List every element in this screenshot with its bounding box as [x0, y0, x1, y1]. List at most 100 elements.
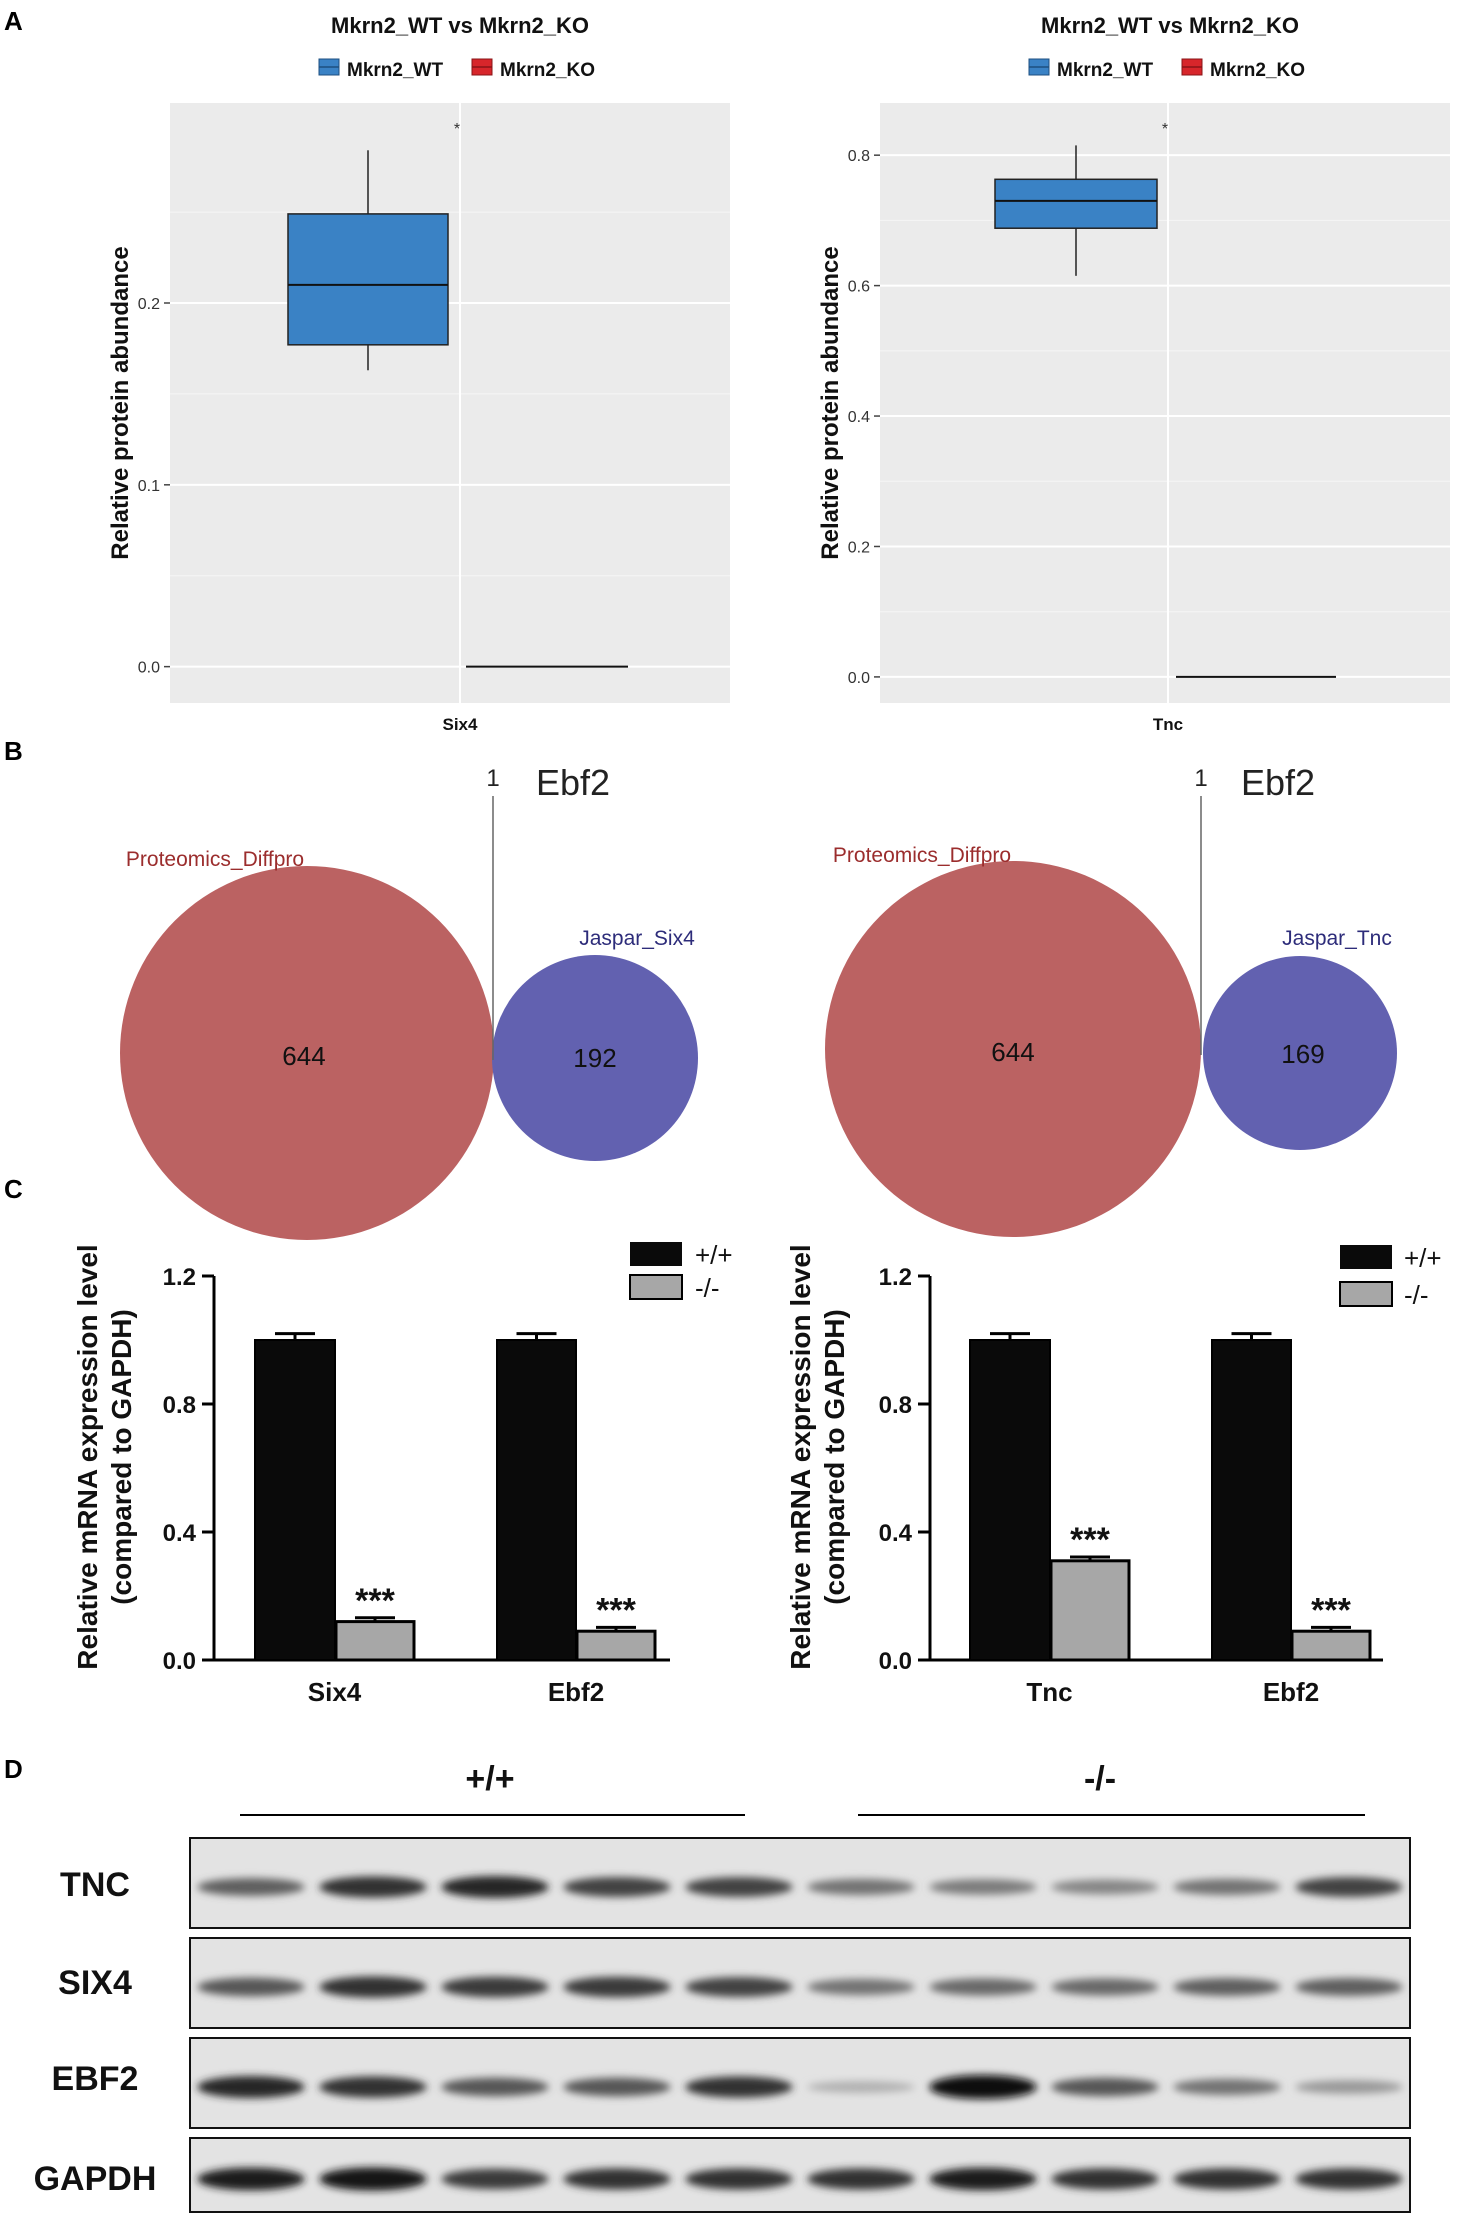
blot-band [197, 1977, 305, 1997]
y-axis-title-line2: (compared to GAPDH) [819, 1309, 850, 1605]
blot-band [1173, 1978, 1281, 1996]
blot-band [1051, 2168, 1159, 2190]
blot-band [1173, 2168, 1281, 2190]
blot-band [685, 2168, 793, 2190]
bar-wt [254, 1339, 336, 1661]
blot-band [1173, 2078, 1281, 2096]
legend-swatch-ko [1339, 1281, 1393, 1307]
y-tick-label: 0.8 [848, 148, 870, 165]
legend-label-ko: -/- [695, 1273, 720, 1303]
y-axis-title-line2: (compared to GAPDH) [106, 1309, 137, 1605]
significance-marker: * [1162, 121, 1168, 138]
blot-row-label: SIX4 [58, 1964, 132, 2002]
plot-background [170, 103, 730, 703]
venn-title: Ebf2 [1241, 762, 1315, 803]
bar-ko [334, 1620, 416, 1662]
blot-row-label: GAPDH [34, 2160, 157, 2198]
legend-label-ko: Mkrn2_KO [500, 60, 595, 81]
blot-band [197, 1878, 305, 1896]
significance-stars: *** [355, 1582, 395, 1620]
blot-band [563, 2077, 671, 2097]
venn-title: Ebf2 [536, 762, 610, 803]
blot-band [929, 2167, 1037, 2191]
blot-band [441, 1976, 549, 1998]
legend-label-wt: +/+ [1404, 1243, 1442, 1273]
blot-band [1295, 1978, 1403, 1996]
blot-band [563, 1877, 671, 1897]
y-tick-label: 0.0 [163, 1648, 196, 1675]
blot-row-tnc: TNC [60, 1837, 1411, 1929]
boxplot-tnc: Mkrn2_WT vs Mkrn2_KO Mkrn2_WT Mkrn2_KO 0… [817, 13, 1450, 734]
blot-band [807, 2081, 915, 2093]
y-tick-label: 0.0 [879, 1648, 912, 1675]
y-tick-label: 0.6 [848, 279, 870, 296]
x-category-label: Ebf2 [1263, 1677, 1319, 1707]
box-wt [287, 150, 449, 371]
panel-letter-b: B [4, 736, 23, 766]
venn-label-jaspar: Jaspar_Tnc [1282, 927, 1392, 950]
panel-letter-c: C [4, 1174, 23, 1204]
blot-band [1295, 1877, 1403, 1897]
legend-swatch-ko [629, 1274, 683, 1300]
blot-band [197, 2076, 305, 2098]
bar-ko [575, 1629, 657, 1662]
legend-swatch-wt [630, 1242, 682, 1266]
blot-band [319, 1976, 427, 1998]
venn-count-jaspar: 192 [573, 1043, 616, 1073]
blot-band [1051, 2077, 1159, 2097]
intersection-count: 1 [1194, 765, 1207, 792]
legend-label-wt: Mkrn2_WT [347, 60, 443, 81]
blot-band [807, 1978, 915, 1996]
blot-band [563, 1976, 671, 1998]
blot-band [807, 1878, 915, 1896]
venn-count-jaspar: 169 [1281, 1039, 1324, 1069]
blot-band [1051, 1978, 1159, 1996]
boxplot-six4: Mkrn2_WT vs Mkrn2_KO Mkrn2_WT Mkrn2_KO 0… [107, 13, 730, 734]
panel-letter-d: D [4, 1754, 23, 1784]
blot-band [441, 2168, 549, 2190]
venn-circle-proteomics [120, 866, 494, 1240]
venn-circle-proteomics [825, 861, 1201, 1237]
group-label-ko: -/- [1084, 1760, 1116, 1798]
x-category-label: Six4 [308, 1677, 362, 1707]
bar-wt [496, 1339, 577, 1661]
legend-label-ko: Mkrn2_KO [1210, 60, 1305, 81]
venn-label-proteomics: Proteomics_Diffpro [126, 848, 304, 871]
box-body [287, 213, 449, 346]
blot-band [197, 2167, 305, 2191]
y-tick-label: 1.2 [879, 1264, 912, 1291]
y-tick-label: 0.0 [138, 660, 160, 677]
venn-circle-jaspar [1203, 956, 1397, 1150]
western-blot: +/+ -/- TNC SIX4 EBF2 GAPDH [34, 1760, 1411, 2213]
significance-stars: *** [1311, 1591, 1351, 1629]
box-body [994, 178, 1158, 229]
y-tick-label: 0.4 [848, 409, 870, 426]
significance-stars: *** [596, 1591, 636, 1629]
venn-label-jaspar: Jaspar_Six4 [579, 927, 695, 950]
blot-row-label: TNC [60, 1866, 130, 1904]
blot-band [319, 2167, 427, 2191]
blot-band [1051, 1879, 1159, 1895]
y-tick-label: 0.2 [138, 296, 160, 313]
y-axis-title-line1: Relative mRNA expression level [785, 1244, 816, 1669]
venn-label-proteomics: Proteomics_Diffpro [833, 844, 1011, 867]
barchart-tnc-ebf2: Relative mRNA expression level (compared… [785, 1243, 1442, 1707]
boxplot-title: Mkrn2_WT vs Mkrn2_KO [1041, 13, 1299, 38]
blot-band [441, 2077, 549, 2097]
legend-label-wt: Mkrn2_WT [1057, 60, 1153, 81]
venn-six4: 1 Ebf2 Proteomics_Diffpro Jaspar_Six4 64… [120, 762, 698, 1240]
y-tick-label: 0.2 [848, 539, 870, 556]
blot-band [685, 1877, 793, 1897]
y-tick-label: 0.4 [879, 1520, 913, 1547]
y-axis-title: Relative protein abundance [817, 246, 844, 559]
x-category-label: Ebf2 [548, 1677, 604, 1707]
blot-band [807, 2168, 915, 2190]
y-tick-label: 0.1 [138, 478, 160, 495]
y-axis-title: Relative protein abundance [107, 246, 134, 559]
barchart-six4-ebf2: Relative mRNA expression level (compared… [72, 1240, 733, 1707]
y-tick-label: 0.8 [879, 1392, 912, 1419]
blot-band [319, 1876, 427, 1898]
blot-band [685, 1977, 793, 1997]
boxplot-title: Mkrn2_WT vs Mkrn2_KO [331, 13, 589, 38]
x-category-label: Tnc [1026, 1677, 1072, 1707]
